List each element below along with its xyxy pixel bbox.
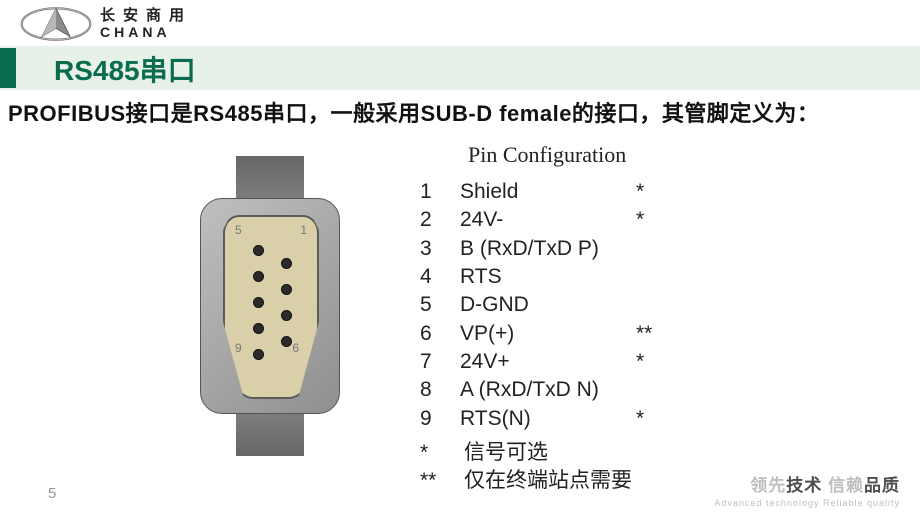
pin-number: 3 <box>420 235 460 263</box>
pin-name: VP(+) <box>460 320 636 348</box>
footer-word: 技术 <box>786 476 822 495</box>
pin-number: 6 <box>420 320 460 348</box>
chana-logo-icon <box>20 4 92 44</box>
pin-note: * <box>636 405 666 433</box>
pin-note: * <box>636 178 666 206</box>
pin-hole <box>253 349 264 360</box>
pin-note: * <box>636 348 666 376</box>
legend-row: **仅在终端站点需要 <box>420 467 666 495</box>
pin-hole <box>253 271 264 282</box>
pin-hole <box>281 258 292 269</box>
pin-name: D-GND <box>460 291 636 319</box>
pin-row: 6VP(+)** <box>420 320 666 348</box>
pin-row: 3B (RxD/TxD P) <box>420 235 666 263</box>
pin-number: 9 <box>420 405 460 433</box>
connector-shell: 5 1 9 6 <box>200 198 340 414</box>
footer-en: Advanced technology Reliable quality <box>714 498 900 508</box>
pin-number: 1 <box>420 178 460 206</box>
pin-name: RTS <box>460 263 636 291</box>
pin-row: 724V+* <box>420 348 666 376</box>
db9-connector-figure: 5 1 9 6 <box>190 156 350 456</box>
connector-face: 5 1 9 6 <box>223 215 319 399</box>
pin-note <box>636 235 666 263</box>
pin-name: Shield <box>460 178 636 206</box>
pin-hole <box>281 284 292 295</box>
pin-note <box>636 291 666 319</box>
brand-logo: 长安商用 CHANA <box>20 4 192 44</box>
footer-slogan: 领先技术 信赖品质 Advanced technology Reliable q… <box>714 471 900 508</box>
pin-note: * <box>636 206 666 234</box>
pin-hole <box>281 310 292 321</box>
legend-row: *信号可选 <box>420 439 666 467</box>
pin-hole <box>253 245 264 256</box>
slide-body-text: PROFIBUS接口是RS485串口，一般采用SUB-D female的接口，其… <box>8 96 819 128</box>
pin-note <box>636 263 666 291</box>
title-accent <box>0 48 16 88</box>
pin-hole <box>281 336 292 347</box>
legend-value: 仅在终端站点需要 <box>464 467 632 495</box>
pin-row: 9RTS(N)* <box>420 405 666 433</box>
pin-config-title: Pin Configuration <box>468 142 626 168</box>
pin-number: 4 <box>420 263 460 291</box>
pin-hole <box>253 297 264 308</box>
pin-config-table: 1Shield*224V-*3B (RxD/TxD P)4RTS5D-GND6V… <box>420 178 666 496</box>
pin-name: 24V- <box>460 206 636 234</box>
pin-note <box>636 376 666 404</box>
slide-title: RS485串口 <box>54 49 196 89</box>
pin-name: A (RxD/TxD N) <box>460 376 636 404</box>
pin-note: ** <box>636 320 666 348</box>
pin-number: 5 <box>420 291 460 319</box>
pin-number: 7 <box>420 348 460 376</box>
pin-name: B (RxD/TxD P) <box>460 235 636 263</box>
pin-row: 1Shield* <box>420 178 666 206</box>
pin-row: 5D-GND <box>420 291 666 319</box>
pin-row: 4RTS <box>420 263 666 291</box>
footer-word: 品质 <box>864 476 900 495</box>
legend-key: ** <box>420 467 464 495</box>
legend-key: * <box>420 439 464 467</box>
logo-text-en: CHANA <box>100 25 192 40</box>
pin-number: 2 <box>420 206 460 234</box>
pin-number: 8 <box>420 376 460 404</box>
page-number: 5 <box>48 485 56 502</box>
footer-word: 信赖 <box>828 476 864 495</box>
pin-name: RTS(N) <box>460 405 636 433</box>
pin-row: 224V-* <box>420 206 666 234</box>
footer-word: 领先 <box>750 476 786 495</box>
pin-hole <box>253 323 264 334</box>
legend-value: 信号可选 <box>464 439 548 467</box>
logo-text-cn: 长安商用 <box>100 8 192 25</box>
pin-row: 8A (RxD/TxD N) <box>420 376 666 404</box>
pin-name: 24V+ <box>460 348 636 376</box>
